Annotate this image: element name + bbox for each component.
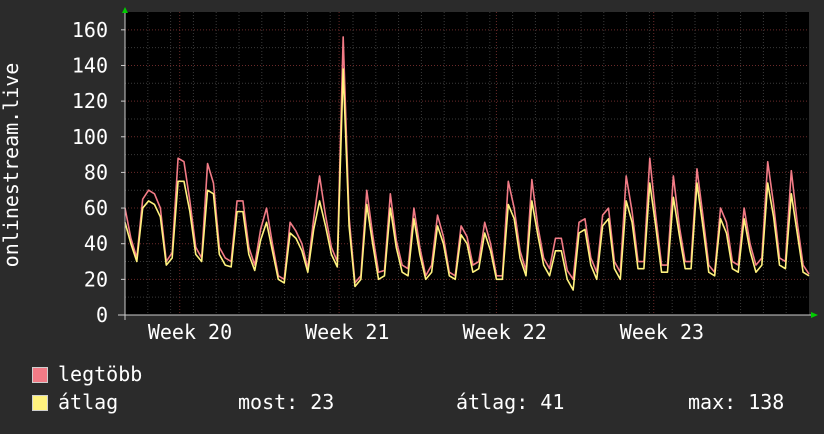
legend-label-legtobb: legtöbb (58, 362, 143, 386)
y-tick-label: 0 (96, 303, 108, 327)
stat-most: most: 23 (238, 390, 335, 414)
y-axis-ticks: 0 20 40 60 80 100 120 140 160 (72, 18, 125, 327)
y-tick-label: 20 (84, 267, 108, 291)
legend-swatch-legtobb (32, 367, 48, 383)
x-axis-ticks: Week 20 Week 21 Week 22 Week 23 (148, 320, 704, 344)
y-tick-label: 100 (72, 125, 108, 149)
legend-label-atlag: átlag (58, 390, 119, 414)
y-tick-label: 160 (72, 18, 108, 42)
stat-max: max: 138 (688, 390, 785, 414)
y-tick-label: 60 (84, 196, 108, 220)
y-axis-arrow (122, 7, 128, 13)
legend-swatch-atlag (32, 395, 48, 411)
x-tick-label: Week 20 (148, 320, 232, 344)
x-axis-arrow (811, 312, 818, 318)
series-group (124, 36, 810, 291)
y-axis-label: onlinestream.live (0, 63, 23, 268)
y-tick-label: 80 (84, 160, 108, 184)
x-tick-label: Week 23 (620, 320, 704, 344)
y-tick-label: 40 (84, 232, 108, 256)
y-tick-label: 140 (72, 53, 108, 77)
stat-atlag: átlag: 41 (456, 390, 565, 414)
series-line-legtobb (124, 36, 810, 284)
y-tick-label: 120 (72, 89, 108, 113)
x-tick-label: Week 22 (462, 320, 546, 344)
series-line-atlag (124, 68, 810, 291)
x-tick-label: Week 21 (305, 320, 389, 344)
